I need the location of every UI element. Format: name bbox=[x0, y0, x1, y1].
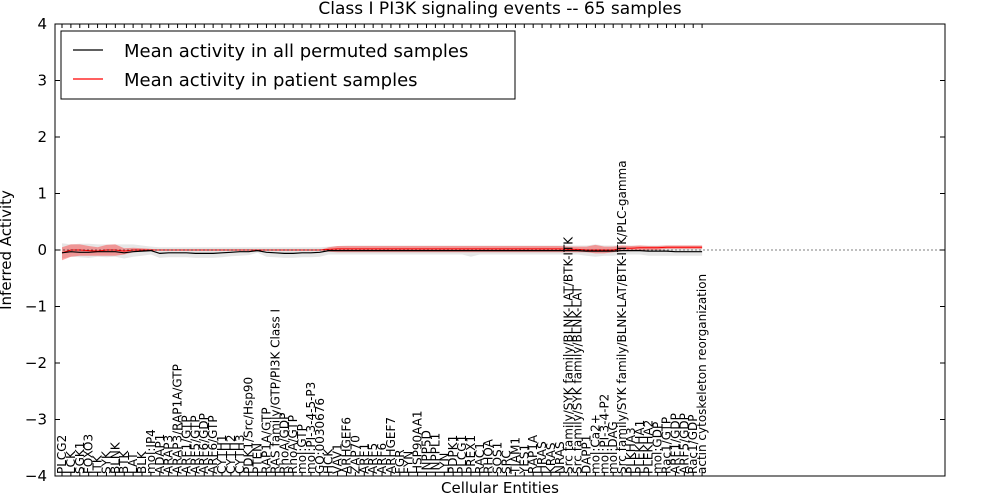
x-tick-label: Src family/SYK family/BLNK-LAT bbox=[571, 285, 585, 474]
x-tick-label: ARF6/GDP bbox=[197, 413, 211, 474]
x-tick-label: RhoA/GDP bbox=[277, 413, 291, 474]
x-tick-label: Rac1/GDP bbox=[686, 415, 700, 474]
legend-label-permuted: Mean activity in all permuted samples bbox=[124, 41, 468, 62]
x-tick-label: BTK bbox=[117, 449, 131, 474]
x-tick-label: RAP1A/GTP bbox=[260, 407, 274, 474]
x-tick-label: PDPK1 bbox=[446, 435, 460, 474]
x-tick-label: ARAP3 bbox=[162, 435, 176, 474]
x-tick-label: KRAS bbox=[544, 442, 558, 474]
x-tick-label: NRAS bbox=[553, 441, 567, 474]
x-tick-label: ARF1/GDP bbox=[668, 413, 682, 474]
y-tick-label: −3 bbox=[25, 411, 47, 429]
y-tick-label: 1 bbox=[37, 185, 47, 203]
x-tick-label: SRC bbox=[500, 450, 514, 474]
y-axis: −4 −3 −2 −1 0 1 2 3 4 bbox=[25, 15, 945, 485]
x-tick-label: HCK bbox=[322, 448, 336, 474]
x-tick-label: PLCG2 bbox=[55, 435, 69, 474]
x-tick-label: ADAP1 bbox=[153, 434, 167, 474]
x-tick-label: ARF5 bbox=[366, 443, 380, 474]
x-tick-label: FGR bbox=[393, 449, 407, 474]
y-tick-label: −1 bbox=[25, 298, 47, 316]
x-tick-label: mol:PI-3-4-5-P3 bbox=[304, 382, 318, 474]
x-axis-title: Cellular Entities bbox=[441, 479, 559, 497]
x-tick-label: Src family/SYK family/BLNK-LAT/BTK-ITK/P… bbox=[615, 160, 629, 474]
band-series-1 bbox=[62, 244, 703, 261]
x-tick-label: SYK bbox=[100, 450, 114, 474]
y-tick-label: 4 bbox=[37, 15, 47, 33]
x-tick-label: CYTH2 bbox=[224, 435, 238, 475]
x-tick-label: mol:GTP bbox=[295, 424, 309, 474]
legend: Mean activity in all permuted samples Me… bbox=[60, 30, 516, 100]
x-tick-label: Src family/SYK family/BLNK-LAT/BTK-ITK bbox=[562, 236, 576, 474]
x-tick-label: ARF5/GTP bbox=[188, 415, 202, 474]
x-tick-label: CYTH1 bbox=[215, 435, 229, 475]
x-tick-label: PTEN bbox=[251, 443, 265, 474]
x-tick-label: LYN bbox=[437, 453, 451, 474]
x-tick-label: TIAM1 bbox=[508, 437, 522, 475]
y-tick-label: 0 bbox=[37, 241, 47, 259]
x-tick-label: PDK1/Src/Hsp90 bbox=[242, 377, 256, 474]
x-tick-label: ARF1/GTP bbox=[180, 415, 194, 474]
x-tick-label: SOS1 bbox=[491, 442, 505, 474]
x-tick-label: HSP90AA1 bbox=[411, 410, 425, 474]
x-tick-label: RAP1A bbox=[526, 434, 540, 474]
line-series-0 bbox=[61, 249, 703, 255]
x-tick-label: GO:0030676 bbox=[313, 398, 327, 474]
x-tick-label: ZAP70 bbox=[348, 435, 362, 474]
x-tick-label: PLKHA3 bbox=[624, 427, 638, 474]
y-tick-label: −4 bbox=[25, 467, 47, 485]
y-tick-label: 2 bbox=[37, 128, 47, 146]
x-tick-label: ARF6 bbox=[375, 443, 389, 474]
x-tick-label: PLEKHA1 bbox=[633, 420, 647, 474]
x-tick-label: PLCG1 bbox=[455, 435, 469, 474]
x-tick-label: BLNK bbox=[108, 441, 122, 474]
x-tick-label: LCK bbox=[64, 450, 78, 474]
x-tick-label: ARF1 bbox=[357, 443, 371, 474]
legend-label-patient: Mean activity in patient samples bbox=[124, 70, 418, 91]
x-tick-label: PREX1 bbox=[464, 435, 478, 474]
x-tick-label: LAT bbox=[126, 452, 140, 474]
chart-title: Class I PI3K signaling events -- 65 samp… bbox=[318, 0, 681, 19]
x-tick-label: RHOA bbox=[482, 438, 496, 474]
x-tick-label: mol:IP4 bbox=[144, 429, 158, 474]
x-tick-label: RhoA/GTP bbox=[286, 415, 300, 474]
x-tick-label: RAC1 bbox=[473, 442, 487, 474]
x-tick-label: CYTH3 bbox=[233, 435, 247, 475]
x-tick-label: DAPP1 bbox=[580, 435, 594, 474]
x-tick-label: FYN bbox=[402, 451, 416, 474]
x-tick-label: BLK bbox=[135, 450, 149, 474]
x-tick-label: YES1 bbox=[517, 444, 531, 475]
legend-box bbox=[60, 30, 516, 100]
y-axis-title: Inferred Activity bbox=[0, 190, 15, 310]
x-tick-label: INPPL1 bbox=[428, 433, 442, 474]
x-tick-label: PLEKHA2 bbox=[642, 420, 656, 474]
x-tick-label: SGK1 bbox=[73, 442, 87, 474]
x-tick-label: RAS family/GTP/PI3K Class I bbox=[268, 309, 282, 474]
x-tick-label: HRAS bbox=[535, 441, 549, 474]
x-tick-label: ARAP3/RAP1A/GTP bbox=[171, 364, 185, 474]
x-axis: PLCG2LCKSGK1FOXO3ITKSYKBLNKBTKLATBLKmol:… bbox=[55, 24, 709, 476]
x-tick-label: FOXO3 bbox=[82, 434, 96, 474]
x-tick-label: ITK bbox=[91, 454, 105, 474]
x-tick-label: actin cytoskeleton reorganization bbox=[695, 274, 709, 474]
y-tick-label: 3 bbox=[37, 72, 47, 90]
x-tick-label: mol:PI-3-4-P2 bbox=[597, 394, 611, 474]
x-tick-label: VAV1 bbox=[331, 443, 345, 474]
x-tick-label: ARHGEF6 bbox=[340, 417, 354, 474]
x-tick-label: ARHGEF7 bbox=[384, 417, 398, 474]
x-tick-label: mol:GDP bbox=[651, 422, 665, 474]
x-tick-label: mol:DAG bbox=[606, 421, 620, 474]
y-tick-label: −2 bbox=[25, 354, 47, 372]
x-tick-label: ARF6/GTP bbox=[206, 415, 220, 474]
x-tick-label: INPP5D bbox=[420, 430, 434, 474]
x-tick-label: mol:Ca2+ bbox=[588, 414, 602, 474]
x-tick-label: Rac1/GTP bbox=[660, 417, 674, 474]
x-tick-label: ARF5/GDP bbox=[677, 413, 691, 474]
